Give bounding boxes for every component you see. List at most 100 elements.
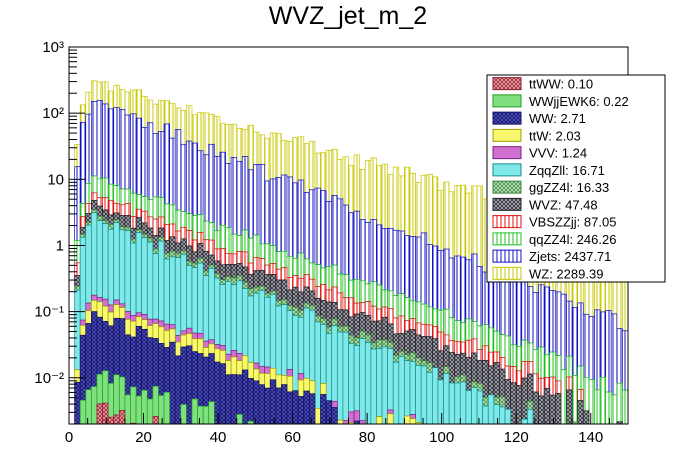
bar-qqzz4l — [543, 354, 551, 378]
bar-wz — [454, 185, 461, 257]
bar-wvz — [454, 354, 461, 378]
bar-zqqzll — [241, 288, 249, 357]
bar-wz — [107, 90, 115, 110]
bar-wz — [124, 91, 131, 116]
bar-ttw — [281, 375, 288, 385]
bar-ttw — [158, 326, 165, 344]
bar-ggzz4l — [163, 252, 170, 260]
bar-wvz — [309, 290, 316, 306]
legend-label-zjets: Zjets: 2437.71 — [529, 249, 611, 264]
bar-zqqzll — [180, 254, 187, 332]
bar-ggzz4l — [331, 318, 338, 327]
series-vbszzjj-bars — [74, 192, 584, 401]
bar-qqzz4l — [521, 339, 528, 362]
bar-ww — [102, 321, 109, 372]
bar-qqzz4l — [107, 183, 115, 202]
bar-zjets — [465, 259, 472, 320]
bar-ggzz4l — [85, 222, 92, 226]
bar-zjets — [208, 143, 215, 223]
bar-ww — [320, 394, 327, 425]
bar-ww — [96, 316, 103, 375]
bar-qqzz4l — [554, 355, 562, 382]
bar-ttw — [336, 419, 344, 425]
bar-zqqzll — [415, 365, 422, 423]
bar-zqqzll — [303, 307, 310, 379]
bar-wvz — [510, 382, 517, 425]
bar-wz — [169, 103, 176, 139]
bar-zqqzll — [387, 348, 394, 411]
bar-ttw — [174, 341, 182, 357]
bar-wvz — [353, 313, 361, 338]
bar-zjets — [398, 230, 405, 295]
bar-zjets — [588, 316, 595, 381]
bar-qqzz4l — [174, 209, 182, 232]
bar-vbszzjj — [163, 224, 170, 241]
bar-ww — [292, 390, 299, 425]
bar-wvz — [202, 250, 210, 272]
bar-wvz — [364, 315, 372, 336]
bar-ww — [264, 387, 271, 425]
bar-vbszzjj — [258, 258, 265, 271]
bar-wz — [174, 107, 182, 130]
bar-wvz — [85, 213, 92, 223]
bar-zqqzll — [336, 331, 344, 421]
bar-qqzz4l — [448, 317, 456, 342]
bar-ggzz4l — [213, 273, 221, 279]
legend-swatch-ttww — [492, 77, 522, 91]
bar-ttw — [169, 328, 176, 343]
bar-wvz — [476, 359, 484, 384]
bar-zqqzll — [309, 310, 316, 382]
bar-wz — [208, 113, 215, 145]
bar-vvv — [141, 314, 148, 321]
bar-wvz — [180, 238, 187, 252]
bar-zjets — [331, 195, 338, 266]
bar-qqzz4l — [269, 245, 277, 264]
legend-swatch-wz — [492, 266, 522, 280]
bar-wvz — [448, 352, 456, 384]
bar-zjets — [549, 290, 556, 353]
bar-ww — [79, 334, 87, 401]
series-ggzz4l-bars — [74, 209, 579, 425]
bar-qqzz4l — [253, 234, 260, 258]
bar-wwjjewk6 — [163, 391, 170, 425]
bar-wvz — [499, 368, 506, 398]
bar-vbszzjj — [504, 365, 511, 380]
bar-vbszzjj — [230, 253, 238, 265]
bar-ttw — [85, 310, 92, 324]
bar-zjets — [532, 292, 539, 350]
bar-vvv — [113, 299, 120, 306]
x-tick-label: 140 — [578, 429, 603, 446]
bar-qqzz4l — [454, 320, 461, 343]
bar-ggzz4l — [258, 285, 265, 291]
bar-ggzz4l — [499, 396, 506, 408]
bar-wvz — [465, 357, 472, 391]
bar-wz — [186, 105, 193, 142]
bar-ggzz4l — [376, 339, 383, 349]
bar-wvz — [336, 309, 344, 327]
bar-wz — [364, 160, 372, 223]
bar-ggzz4l — [370, 342, 377, 350]
x-tick-label: 100 — [429, 429, 454, 446]
bar-zjets — [459, 256, 467, 324]
bar-vvv — [348, 411, 355, 423]
bar-wz — [437, 190, 444, 251]
bar-wz — [130, 89, 137, 115]
bar-vbszzjj — [437, 331, 444, 352]
bar-ggzz4l — [398, 350, 405, 357]
bar-vvv — [102, 298, 109, 307]
bar-wvz — [426, 336, 433, 364]
bar-zqqzll — [448, 382, 456, 425]
bar-wz — [303, 143, 310, 193]
bar-vvv — [197, 332, 204, 340]
bar-qqzz4l — [487, 327, 495, 353]
bar-ggzz4l — [219, 279, 226, 285]
bar-wz — [325, 149, 333, 202]
bar-wz — [219, 123, 226, 153]
bar-ttw — [152, 323, 159, 339]
bar-qqzz4l — [443, 308, 450, 336]
bar-zjets — [191, 142, 198, 216]
bar-zjets — [454, 255, 461, 322]
bar-qqzz4l — [409, 300, 416, 319]
bar-vvv — [258, 366, 265, 374]
bar-qqzz4l — [566, 355, 573, 378]
